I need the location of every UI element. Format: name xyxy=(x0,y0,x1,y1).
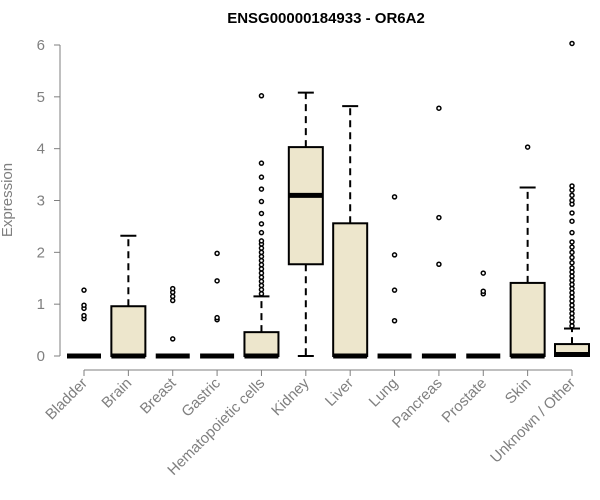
x-tick-label: Kidney xyxy=(268,374,313,419)
boxes xyxy=(67,40,590,359)
outlier-point xyxy=(214,278,220,284)
outlier-point xyxy=(258,198,265,205)
outlier-point xyxy=(480,288,487,294)
outlier-point xyxy=(81,312,87,319)
box-bladder xyxy=(67,287,101,359)
box-lung xyxy=(377,194,412,359)
outlier-point xyxy=(214,314,220,321)
box-unknown-other xyxy=(554,40,590,358)
outlier-point xyxy=(391,318,398,324)
outlier-point xyxy=(569,239,575,245)
outlier-point xyxy=(436,105,442,111)
y-tick-label: 0 xyxy=(37,348,45,365)
box-liver xyxy=(332,105,369,359)
x-tick-label: Breast xyxy=(137,374,180,417)
box-iqr xyxy=(332,222,369,357)
box-iqr xyxy=(110,305,147,357)
x-tick-label: Skin xyxy=(502,375,535,408)
outlier-point xyxy=(436,261,442,268)
outlier-point xyxy=(258,93,265,99)
outlier-point xyxy=(569,249,575,256)
outlier-point xyxy=(258,238,265,244)
outlier-point xyxy=(569,244,575,250)
box-skin xyxy=(509,144,546,359)
x-tick-label: Liver xyxy=(322,375,357,410)
outlier-point xyxy=(391,194,398,200)
outlier-point xyxy=(569,254,575,261)
box-pancreas xyxy=(421,105,456,359)
y-axis: 0 1 2 3 4 5 6 xyxy=(37,37,61,365)
box-brain xyxy=(110,234,147,359)
outlier-point xyxy=(258,210,265,217)
outlier-point xyxy=(569,218,575,224)
outlier-point xyxy=(569,192,575,199)
outlier-point xyxy=(81,302,87,308)
box-kidney xyxy=(287,91,324,357)
outlier-point xyxy=(258,160,265,166)
outlier-point xyxy=(569,210,575,216)
outlier-point xyxy=(569,229,575,236)
outlier-point xyxy=(169,285,176,292)
outlier-point xyxy=(258,221,265,227)
outlier-point xyxy=(569,259,575,266)
outlier-point xyxy=(258,229,265,236)
outlier-point xyxy=(258,186,265,192)
x-tick-label: Bladder xyxy=(42,375,91,424)
outlier-point xyxy=(569,183,575,189)
outlier-point xyxy=(436,214,442,221)
outlier-point xyxy=(569,265,575,271)
box-gastric xyxy=(200,250,235,359)
box-iqr xyxy=(287,146,324,266)
y-tick-label: 6 xyxy=(37,37,45,54)
outlier-point xyxy=(569,40,575,47)
y-tick-label: 3 xyxy=(37,193,45,210)
outlier-point xyxy=(391,252,398,258)
x-tick-label: Prostate xyxy=(439,375,491,427)
y-tick-label: 1 xyxy=(37,296,45,313)
box-hematopoietic-cells xyxy=(243,93,280,359)
outlier-point xyxy=(214,250,220,257)
outlier-point xyxy=(524,144,531,150)
outlier-point xyxy=(569,197,575,204)
x-tick-label: Brain xyxy=(98,375,135,412)
box-iqr xyxy=(509,281,546,358)
y-axis-label: Expression xyxy=(0,163,16,237)
outlier-point xyxy=(81,287,87,293)
outlier-point xyxy=(391,287,398,293)
chart-title: ENSG00000184933 - OR6A2 xyxy=(227,10,425,27)
outlier-point xyxy=(480,270,487,276)
y-tick-label: 2 xyxy=(37,244,45,261)
box-iqr xyxy=(243,331,280,358)
outlier-point xyxy=(169,336,176,342)
x-tick-label: Lung xyxy=(366,375,402,411)
box-prostate xyxy=(466,270,501,359)
x-tick-label: Unknown / Other xyxy=(487,375,579,467)
y-tick-label: 5 xyxy=(37,89,45,106)
box-breast xyxy=(155,285,190,359)
y-tick-label: 4 xyxy=(37,141,45,158)
outlier-point xyxy=(258,174,265,180)
